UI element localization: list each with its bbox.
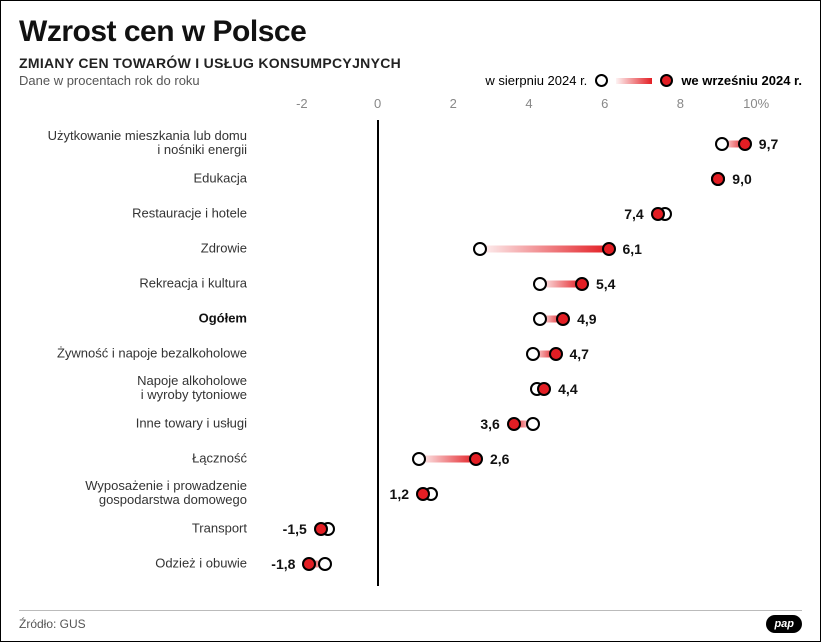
marker-september-icon <box>738 137 752 151</box>
row-value-label: 2,6 <box>490 451 509 467</box>
marker-september-icon <box>302 557 316 571</box>
axis-tick-label: -2 <box>296 96 308 111</box>
dumbbell-chart: -2 0 2 4 6 8 10% Użytkowanie mieszkania lub do… <box>19 96 802 586</box>
chart-row: Transport -1,5 <box>19 511 802 546</box>
source-label: Źródło: GUS <box>19 617 86 631</box>
axis-tick-label: 2 <box>450 96 457 111</box>
marker-august-icon <box>526 347 540 361</box>
row-category-label: Restauracje i hotele <box>19 206 247 221</box>
marker-september-icon <box>314 522 328 536</box>
row-value-label: 3,6 <box>480 416 499 432</box>
legend-label-august: w sierpniu 2024 r. <box>485 73 587 88</box>
row-value-label: 6,1 <box>623 241 642 257</box>
marker-september-icon <box>711 172 725 186</box>
marker-september-icon <box>549 347 563 361</box>
row-connector <box>480 245 609 252</box>
legend: w sierpniu 2024 r. we wrześniu 2024 r. <box>485 73 802 88</box>
axis-row: -2 0 2 4 6 8 10% <box>19 96 802 120</box>
chart-row: Edukacja 9,0 <box>19 161 802 196</box>
legend-gradient-icon <box>616 78 652 84</box>
chart-row: Odzież i obuwie -1,8 <box>19 546 802 581</box>
row-category-label: Użytkowanie mieszkania lub domu i nośnik… <box>19 129 247 159</box>
marker-august-icon <box>533 312 547 326</box>
axis-tick-label: 4 <box>525 96 532 111</box>
chart-row: Ogółem 4,9 <box>19 301 802 336</box>
row-category-label: Rekreacja i kultura <box>19 276 247 291</box>
row-value-label: 9,0 <box>732 171 751 187</box>
chart-caption: Dane w procentach rok do roku <box>19 73 200 88</box>
legend-marker-open-icon <box>595 74 608 87</box>
divider <box>19 610 802 611</box>
row-category-label: Wyposażenie i prowadzenie gospodarstwa d… <box>19 479 247 509</box>
marker-september-icon <box>469 452 483 466</box>
row-connector <box>419 455 476 462</box>
row-value-label: 4,4 <box>558 381 577 397</box>
axis-tick-label: 0 <box>374 96 381 111</box>
chart-title: Wzrost cen w Polsce <box>19 15 802 49</box>
row-value-label: 9,7 <box>759 136 778 152</box>
marker-august-icon <box>526 417 540 431</box>
marker-september-icon <box>651 207 665 221</box>
row-category-label: Żywność i napoje bezalkoholowe <box>19 346 247 361</box>
chart-row: Łączność 2,6 <box>19 441 802 476</box>
legend-marker-fill-icon <box>660 74 673 87</box>
legend-label-september: we wrześniu 2024 r. <box>681 73 802 88</box>
marker-august-icon <box>715 137 729 151</box>
row-value-label: 1,2 <box>390 486 409 502</box>
marker-august-icon <box>473 242 487 256</box>
marker-september-icon <box>507 417 521 431</box>
chart-row: Restauracje i hotele 7,4 <box>19 196 802 231</box>
pap-logo: pap <box>766 615 802 633</box>
marker-august-icon <box>318 557 332 571</box>
marker-august-icon <box>412 452 426 466</box>
caption-row: Dane w procentach rok do roku w sierpniu… <box>19 73 802 88</box>
row-category-label: Łączność <box>19 451 247 466</box>
chart-row: Użytkowanie mieszkania lub domu i nośnik… <box>19 126 802 161</box>
axis-tick-label: 10% <box>743 96 769 111</box>
axis-tick-label: 8 <box>677 96 684 111</box>
row-value-label: 5,4 <box>596 276 615 292</box>
row-category-label: Transport <box>19 521 247 536</box>
row-value-label: 4,7 <box>570 346 589 362</box>
row-category-label: Inne towary i usługi <box>19 416 247 431</box>
marker-august-icon <box>533 277 547 291</box>
row-value-label: -1,5 <box>283 521 307 537</box>
chart-row: Napoje alkoholowe i wyroby tytoniowe 4,4 <box>19 371 802 406</box>
row-category-label: Napoje alkoholowe i wyroby tytoniowe <box>19 374 247 404</box>
marker-september-icon <box>575 277 589 291</box>
chart-container: Wzrost cen w Polsce ZMIANY CEN TOWARÓW I… <box>1 1 820 641</box>
chart-row: Wyposażenie i prowadzenie gospodarstwa d… <box>19 476 802 511</box>
chart-subtitle: ZMIANY CEN TOWARÓW I USŁUG KONSUMPCYJNYC… <box>19 55 802 71</box>
axis-tick-label: 6 <box>601 96 608 111</box>
row-category-label: Zdrowie <box>19 241 247 256</box>
row-value-label: 4,9 <box>577 311 596 327</box>
chart-rows: Użytkowanie mieszkania lub domu i nośnik… <box>19 126 802 586</box>
row-value-label: 7,4 <box>624 206 643 222</box>
row-category-label: Odzież i obuwie <box>19 556 247 571</box>
marker-september-icon <box>556 312 570 326</box>
marker-september-icon <box>416 487 430 501</box>
chart-row: Rekreacja i kultura 5,4 <box>19 266 802 301</box>
row-value-label: -1,8 <box>271 556 295 572</box>
marker-september-icon <box>537 382 551 396</box>
marker-september-icon <box>602 242 616 256</box>
chart-row: Żywność i napoje bezalkoholowe 4,7 <box>19 336 802 371</box>
row-category-label: Edukacja <box>19 171 247 186</box>
row-category-label: Ogółem <box>19 311 247 326</box>
chart-row: Zdrowie 6,1 <box>19 231 802 266</box>
chart-row: Inne towary i usługi 3,6 <box>19 406 802 441</box>
